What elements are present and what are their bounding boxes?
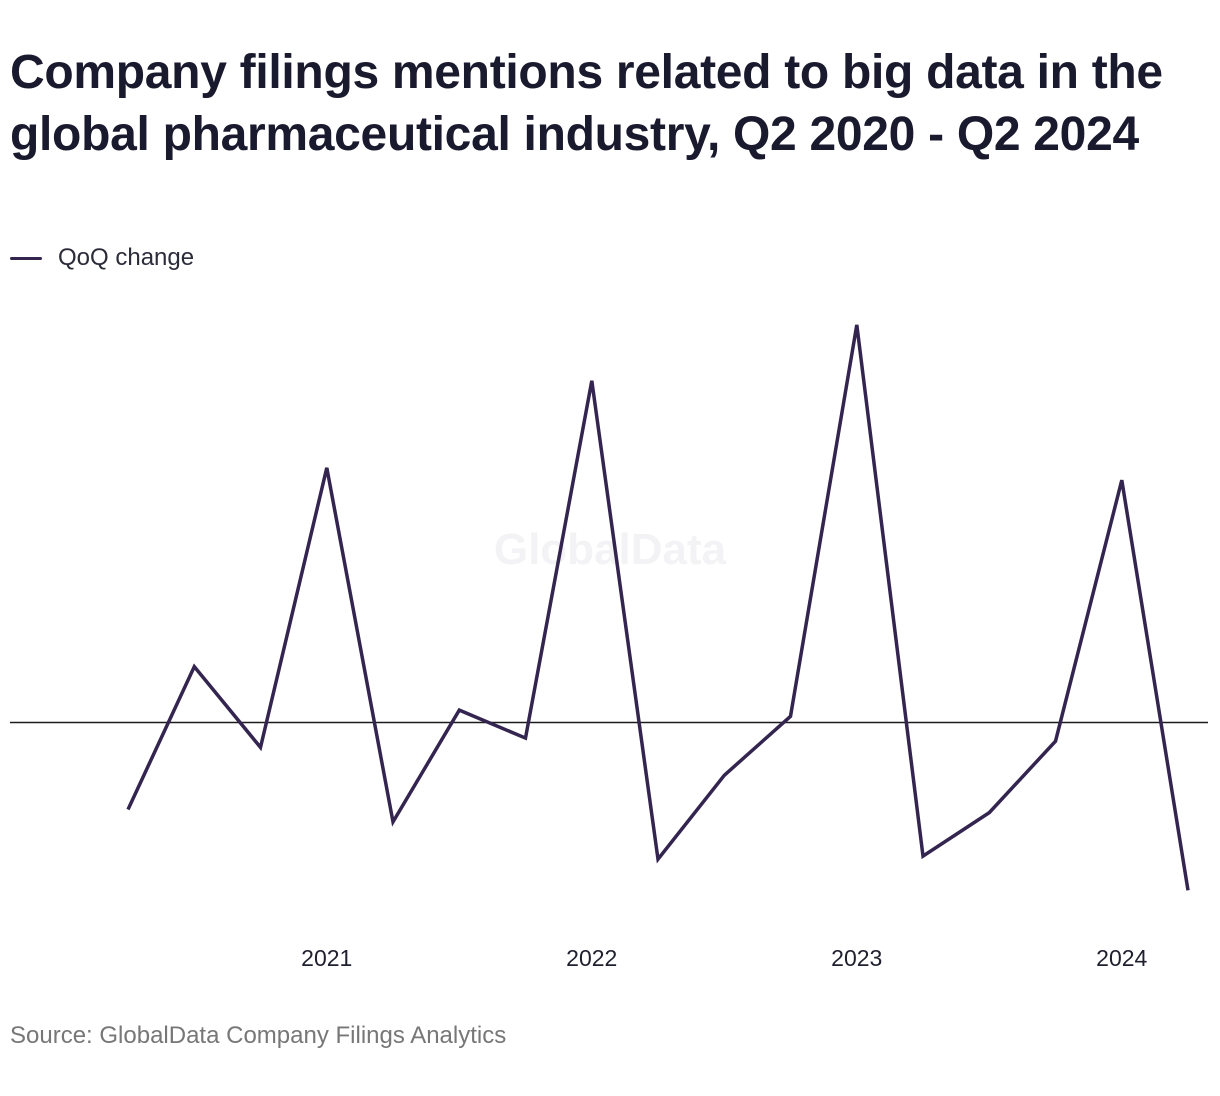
legend: QoQ change xyxy=(10,242,194,274)
watermark: GlobalData xyxy=(494,525,727,574)
x-axis-ticks: 2021 2022 2023 2024 xyxy=(301,945,1147,971)
x-tick-label: 2021 xyxy=(301,945,352,971)
x-tick-label: 2024 xyxy=(1096,945,1147,971)
legend-swatch xyxy=(10,256,42,260)
plot-area xyxy=(10,324,1208,891)
legend-label: QoQ change xyxy=(58,244,195,271)
source-note: Source: GlobalData Company Filings Analy… xyxy=(10,1022,507,1049)
series-line-qoq-change xyxy=(126,324,1190,891)
chart-title: Company filings mentions related to big … xyxy=(10,46,1163,161)
x-tick-label: 2022 xyxy=(566,945,617,971)
x-tick-label: 2023 xyxy=(831,945,882,971)
line-chart: GlobalData 2021 2022 2023 2024 xyxy=(10,324,1208,971)
